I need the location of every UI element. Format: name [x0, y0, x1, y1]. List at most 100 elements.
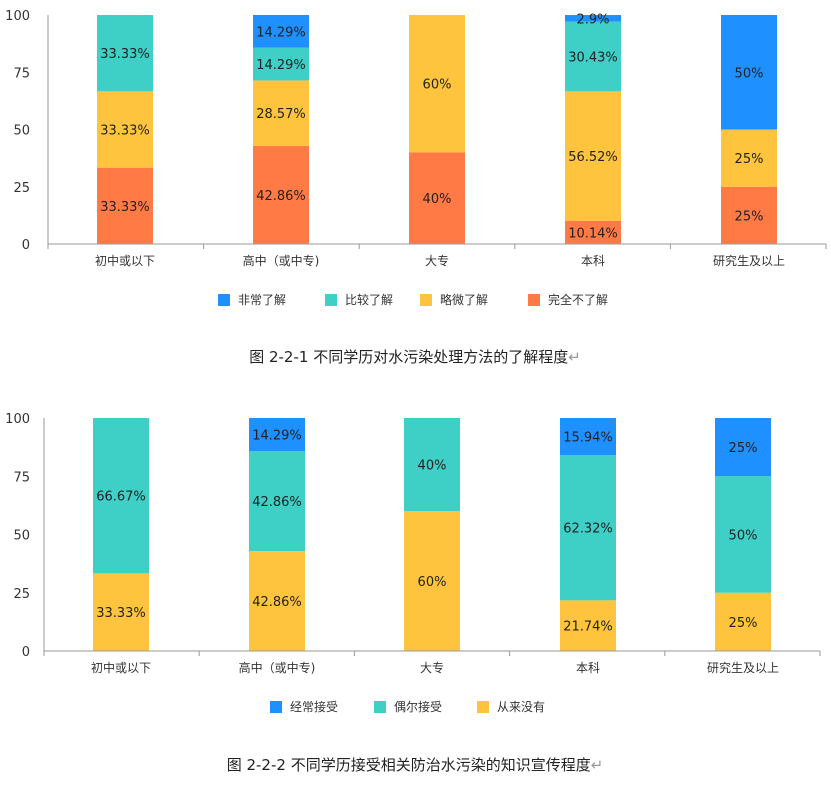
- x-tick-label: 研究生及以上: [707, 660, 779, 675]
- y-tick-label: 100: [5, 9, 30, 24]
- y-tick-label: 0: [22, 645, 30, 660]
- legend-item[interactable]: 经常接受: [270, 699, 338, 714]
- bar-segment: [249, 551, 305, 651]
- bar-segment: [253, 47, 309, 81]
- data-label: 33.33%: [96, 606, 146, 621]
- figure-caption: 图 2-2-2 不同学历接受相关防治水污染的知识宣传程度↵: [227, 756, 604, 774]
- legend-swatch: [420, 294, 432, 306]
- bar-segment: [409, 15, 465, 153]
- data-label: 56.52%: [568, 150, 618, 165]
- data-label: 33.33%: [100, 47, 150, 62]
- x-tick-label: 高中（或中专): [239, 660, 316, 675]
- legend-item[interactable]: 比较了解: [325, 292, 393, 307]
- y-tick-label: 25: [13, 181, 30, 196]
- legend-label: 比较了解: [345, 292, 393, 307]
- data-label: 10.14%: [568, 226, 618, 241]
- data-label: 40%: [418, 459, 447, 474]
- data-label: 42.86%: [252, 495, 302, 510]
- bar-segment: [715, 476, 771, 593]
- x-tick-label: 本科: [581, 254, 605, 268]
- data-label: 21.74%: [563, 620, 613, 635]
- x-tick-label: 初中或以下: [91, 660, 151, 675]
- data-label: 50%: [729, 529, 758, 544]
- y-tick-label: 75: [13, 66, 30, 81]
- bar-segment: [721, 15, 777, 130]
- bar-segment: [93, 573, 149, 651]
- bar-segment: [560, 418, 616, 456]
- legend-item[interactable]: 非常了解: [218, 293, 286, 307]
- x-tick-label: 高中（或中专): [243, 253, 320, 268]
- y-tick-label: 0: [22, 238, 30, 253]
- bar-segment: [409, 152, 465, 244]
- bar-segment: [249, 417, 305, 452]
- bar-segment: [565, 91, 621, 221]
- x-tick-label: 本科: [576, 661, 600, 675]
- legend-item[interactable]: 完全不了解: [528, 292, 608, 307]
- bar-segment: [565, 220, 621, 244]
- data-label: 30.43%: [568, 51, 618, 66]
- bar-segment: [721, 129, 777, 187]
- legend-label: 经常接受: [290, 699, 338, 714]
- data-label: 33.33%: [100, 200, 150, 215]
- data-label: 14.29%: [256, 25, 306, 40]
- figure-caption: 图 2-2-1 不同学历对水污染处理方法的了解程度↵: [249, 348, 581, 366]
- bar-segment: [253, 80, 309, 146]
- x-tick-label: 研究生及以上: [713, 253, 785, 268]
- legend-label: 略微了解: [440, 292, 488, 307]
- data-label: 15.94%: [563, 431, 613, 446]
- bar-segment: [715, 592, 771, 651]
- legend-swatch: [218, 294, 230, 306]
- bar-segment: [97, 91, 153, 168]
- data-label: 25%: [729, 441, 758, 456]
- x-tick-label: 初中或以下: [95, 253, 155, 268]
- data-label: 14.29%: [256, 58, 306, 73]
- x-tick-label: 大专: [420, 660, 444, 675]
- bar-segment: [404, 418, 460, 512]
- legend-item[interactable]: 略微了解: [420, 292, 488, 307]
- bar-segment: [565, 21, 621, 92]
- bar-segment: [249, 451, 305, 552]
- chart-2: 0 25 50 75 100 33.33% 66.67% 42.86% 42.86% 14.29%…: [5, 412, 821, 774]
- data-label: 33.33%: [100, 124, 150, 139]
- chart-1: 0 25 50 75 100 33.33% 33.33% 33.33% 42.86% 28.57%…: [5, 9, 827, 366]
- legend-label: 从来没有: [497, 699, 545, 714]
- bar-segment: [93, 418, 149, 574]
- data-label: 60%: [418, 575, 447, 590]
- legend-label: 完全不了解: [548, 292, 608, 307]
- bar-segment: [253, 14, 309, 48]
- data-label: 42.86%: [252, 595, 302, 610]
- y-tick-label: 50: [13, 124, 30, 139]
- legend-label: 偶尔接受: [394, 699, 442, 714]
- paragraph-mark-icon: ↵: [591, 756, 604, 774]
- legend-swatch: [374, 701, 386, 713]
- data-label: 14.29%: [252, 429, 302, 444]
- y-tick-label: 50: [13, 529, 30, 544]
- bar-segment: [565, 15, 621, 22]
- data-label: 25%: [735, 209, 764, 224]
- data-label: 28.57%: [256, 107, 306, 122]
- data-label: 2.9%: [576, 12, 609, 27]
- y-tick-label: 75: [13, 470, 30, 485]
- y-tick-label: 25: [13, 587, 30, 602]
- bar-segment: [715, 418, 771, 477]
- bar-segment: [97, 167, 153, 244]
- bar-segment: [97, 15, 153, 92]
- y-tick-label: 100: [5, 412, 30, 427]
- bar-segment: [560, 600, 616, 651]
- bar-segment: [404, 511, 460, 651]
- data-label: 25%: [735, 152, 764, 167]
- legend-swatch: [477, 701, 489, 713]
- data-label: 40%: [423, 192, 452, 207]
- data-label: 25%: [729, 616, 758, 631]
- x-tick-label: 大专: [425, 253, 449, 268]
- bar-segment: [560, 455, 616, 601]
- legend-swatch: [325, 294, 337, 306]
- data-label: 62.32%: [563, 522, 613, 537]
- data-label: 60%: [423, 78, 452, 93]
- bar-segment: [253, 145, 309, 244]
- paragraph-mark-icon: ↵: [568, 348, 581, 366]
- legend-item[interactable]: 从来没有: [477, 699, 545, 714]
- data-label: 50%: [735, 66, 764, 81]
- legend-item[interactable]: 偶尔接受: [374, 699, 442, 714]
